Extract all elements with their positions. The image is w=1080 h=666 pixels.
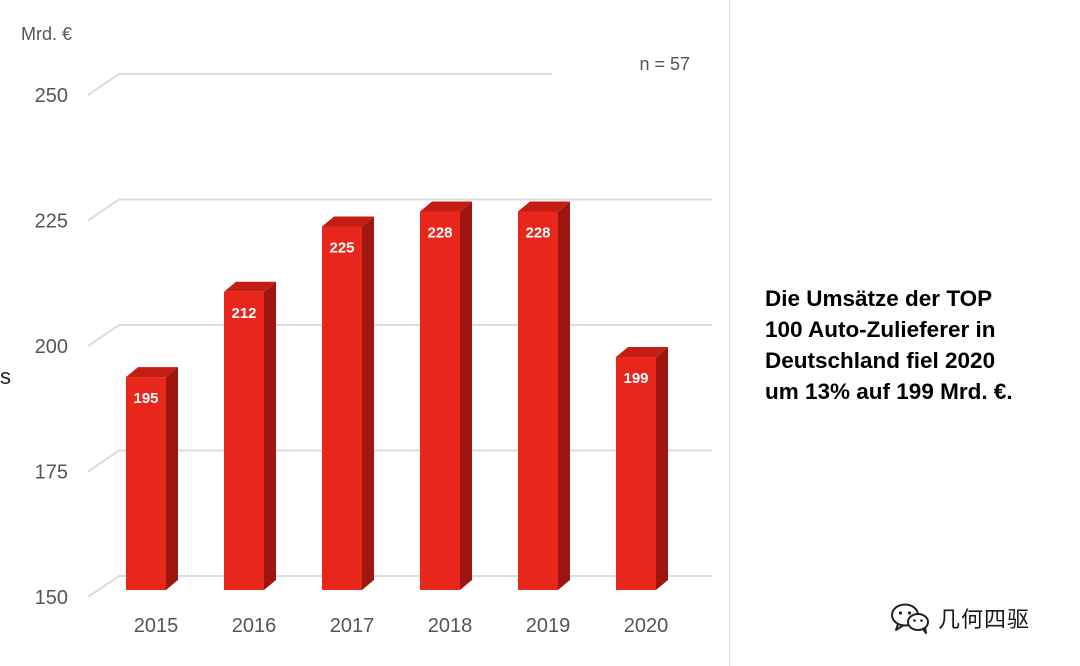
- bar-data-label: 228: [427, 224, 452, 241]
- bar-side: [362, 216, 374, 590]
- bar-top: [420, 201, 472, 212]
- x-tick-label: 2016: [232, 615, 277, 637]
- bar-side: [166, 367, 178, 590]
- bar-data-label: 199: [623, 370, 648, 387]
- wechat-icon: [891, 603, 929, 634]
- x-tick-label: 2015: [134, 615, 179, 637]
- y-tick-label: 150: [35, 587, 68, 609]
- y-tick-label: 175: [35, 462, 68, 484]
- y-tick-label: 225: [35, 211, 68, 233]
- panel-divider: [729, 0, 730, 666]
- bar-side: [460, 201, 472, 590]
- gridline: [87, 198, 712, 222]
- bar-data-label: 228: [525, 224, 550, 241]
- bar-data-label: 195: [133, 390, 158, 407]
- bar-top: [518, 201, 570, 212]
- x-tick-label: 2018: [428, 615, 473, 637]
- bar-side: [558, 201, 570, 590]
- x-tick-label: 2017: [330, 615, 375, 637]
- bar-top: [616, 347, 668, 358]
- sample-size-note: n = 57: [639, 54, 690, 74]
- gridline: [87, 449, 712, 473]
- bar: 195: [126, 367, 178, 590]
- y-tick-label: 250: [35, 85, 68, 107]
- headline-text: Die Umsätze der TOP 100 Auto-Zulieferer …: [765, 286, 1013, 404]
- bar-front: [224, 291, 264, 590]
- watermark-text: 几何四驱: [938, 608, 1031, 633]
- bar-side: [264, 281, 276, 590]
- bar-data-label: 225: [329, 240, 354, 257]
- bar-chart: 250 225 200 175 150 195 212 225 228 228 199 2015 2…: [21, 24, 712, 637]
- cropped-side-text: s: [0, 364, 11, 389]
- gridline: [87, 73, 552, 96]
- bar-front: [616, 357, 656, 590]
- bar: 199: [616, 347, 668, 590]
- bar-top: [126, 367, 178, 378]
- bar-front: [322, 226, 362, 590]
- watermark: 几何四驱: [890, 600, 1030, 636]
- x-tick-label: 2020: [624, 615, 669, 637]
- x-tick-label: 2019: [526, 615, 571, 637]
- y-tick-label: 200: [35, 336, 68, 358]
- bar-top: [322, 216, 374, 227]
- gridline: [87, 575, 712, 598]
- bar-top: [224, 281, 276, 292]
- bar-front: [518, 211, 558, 590]
- gridline: [87, 324, 712, 347]
- bar-side: [656, 347, 668, 590]
- bar: 212: [224, 281, 276, 590]
- bar-front: [420, 211, 460, 590]
- bar: 225: [322, 216, 374, 590]
- bar-data-label: 212: [231, 305, 256, 322]
- bar-front: [126, 377, 166, 590]
- y-unit-label: Mrd. €: [21, 24, 72, 44]
- bar: 228: [518, 201, 570, 590]
- bar: 228: [420, 201, 472, 590]
